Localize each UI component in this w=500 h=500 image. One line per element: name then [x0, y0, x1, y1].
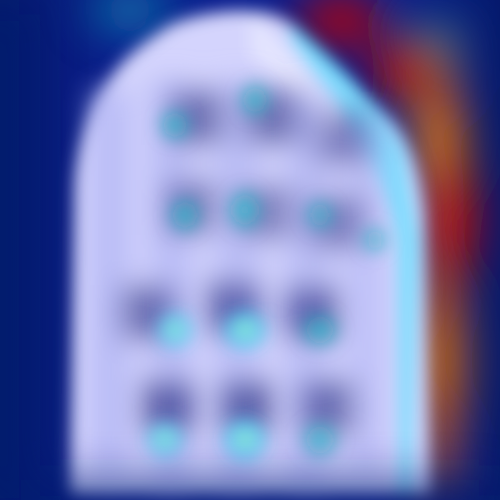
heat-glow-points: [143, 80, 391, 466]
right-heat-streak: [75, 0, 490, 500]
